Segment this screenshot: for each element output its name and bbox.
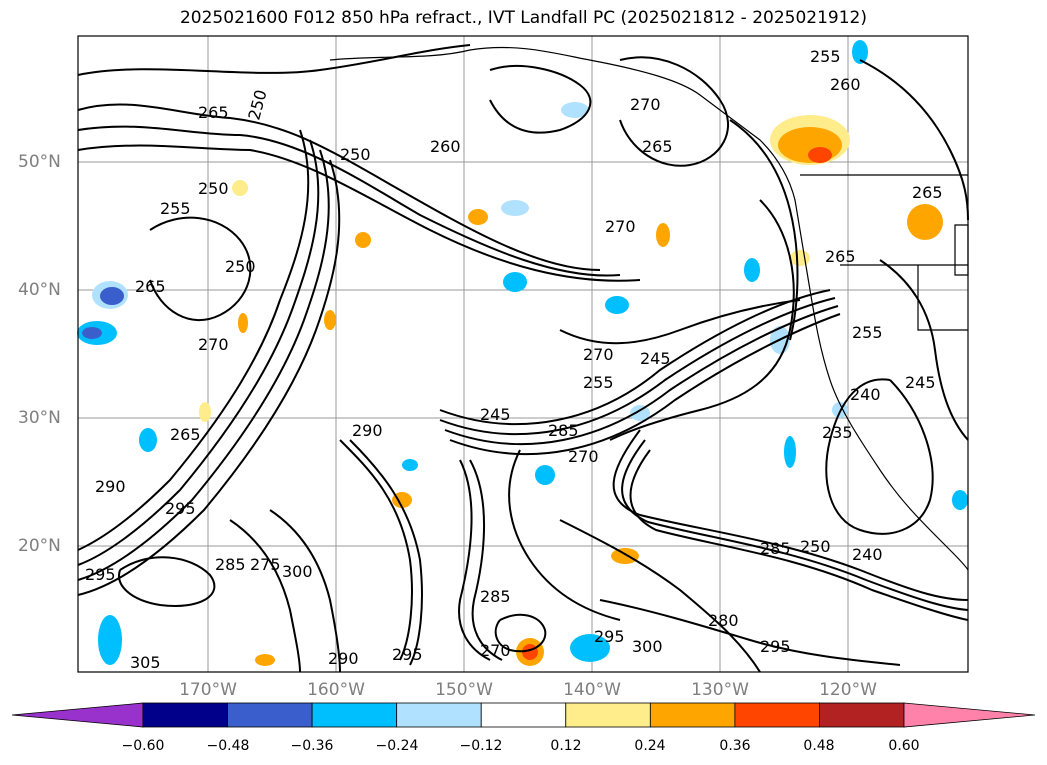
- contour-label: 245: [905, 373, 936, 392]
- contour-label: 285: [480, 587, 511, 606]
- contour-label: 255: [810, 47, 841, 66]
- contour-label: 255: [852, 323, 883, 342]
- contour-label: 270: [568, 447, 599, 466]
- contour-label: 250: [800, 537, 831, 556]
- lon-label-160w: 160°W: [307, 680, 365, 700]
- lat-label-50n: 50°N: [18, 152, 61, 172]
- contour-label: 240: [852, 545, 883, 564]
- contour-label: 245: [480, 405, 511, 424]
- colorbar-tick: 0.12: [550, 738, 582, 754]
- colorbar-tick: −0.36: [290, 738, 334, 754]
- contour-label: 290: [328, 649, 359, 668]
- contour-label: 275: [250, 555, 281, 574]
- lon-label-130w: 130°W: [691, 680, 749, 700]
- contour-label: 270: [630, 95, 661, 114]
- chart-title: 2025021600 F012 850 hPa refract., IVT La…: [179, 8, 867, 28]
- contour-label: 290: [352, 421, 383, 440]
- contour-label: 265: [825, 247, 856, 266]
- shaded-anomalies: [77, 40, 968, 666]
- contour-label: 240: [850, 385, 881, 404]
- colorbar-tick: −0.60: [121, 738, 165, 754]
- contour-label: 260: [430, 137, 461, 156]
- contour-label: 270: [583, 345, 614, 364]
- contour-label: 260: [830, 75, 861, 94]
- contour-label: 265: [135, 277, 166, 296]
- colorbar-tick: −0.48: [206, 738, 250, 754]
- contour-label: 290: [95, 477, 126, 496]
- lat-label-30n: 30°N: [18, 408, 61, 428]
- contour-label: 265: [642, 137, 673, 156]
- colorbar-tick: −0.12: [459, 738, 503, 754]
- contour-label: 295: [392, 645, 423, 664]
- contour-label: 270: [605, 217, 636, 236]
- map-frame: [77, 35, 969, 673]
- contour-label: 265: [912, 183, 943, 202]
- contour-label: 270: [198, 335, 229, 354]
- colorbar-tick: 0.36: [719, 738, 751, 754]
- coastline: [329, 46, 969, 571]
- contour-label: 300: [632, 637, 663, 656]
- colorbar-tick: 0.60: [888, 738, 920, 754]
- contour-label: 250: [340, 145, 371, 164]
- contour-label: 295: [85, 565, 116, 584]
- colorbar-tick: 0.48: [803, 738, 835, 754]
- contour-label: 295: [594, 627, 625, 646]
- contour-label: 285: [215, 555, 246, 574]
- colorbar-tick: −0.24: [375, 738, 419, 754]
- contour-label: 300: [282, 562, 313, 581]
- lon-label-120w: 120°W: [819, 680, 877, 700]
- contour-label: 255: [583, 373, 614, 392]
- contour-label: 280: [708, 611, 739, 630]
- contour-label: 250: [198, 179, 229, 198]
- contour-label: 265: [198, 103, 229, 122]
- contour-label: 295: [165, 499, 196, 518]
- lon-label-150w: 150°W: [435, 680, 493, 700]
- contour-labels: 250 265 250 255 250 265 270 265 290 295 …: [85, 47, 943, 672]
- lon-label-140w: 140°W: [563, 680, 621, 700]
- refractivity-contours: [77, 44, 969, 673]
- contour-label: 285: [548, 421, 579, 440]
- lon-label-170w: 170°W: [179, 680, 237, 700]
- contour-label: 285: [760, 539, 791, 558]
- lat-label-40n: 40°N: [18, 280, 61, 300]
- plot-border: [77, 35, 969, 673]
- colorbar-tick: 0.24: [634, 738, 666, 754]
- contour-label: 250: [225, 257, 256, 276]
- lat-label-20n: 20°N: [18, 536, 61, 556]
- contour-label: 255: [160, 199, 191, 218]
- contour-label: 235: [822, 423, 853, 442]
- contour-label: 270: [480, 641, 511, 660]
- contour-label: 245: [640, 349, 671, 368]
- contour-label: 305: [130, 653, 161, 672]
- contour-label: 295: [760, 637, 791, 656]
- contour-label: 265: [170, 425, 201, 444]
